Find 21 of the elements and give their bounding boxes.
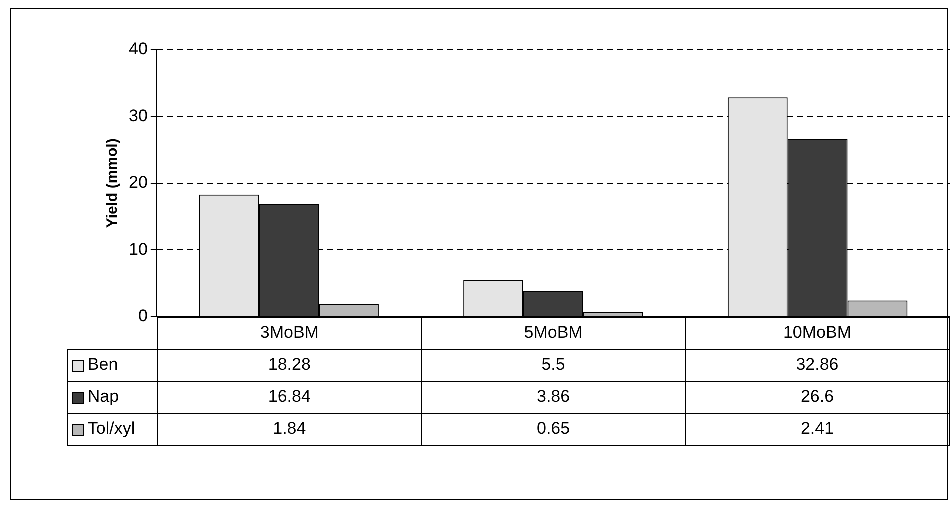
legend-label: Nap: [67, 381, 158, 414]
data-label: 18.28: [158, 349, 422, 382]
y-tick-label: 10: [128, 240, 148, 259]
data-label: 2.41: [685, 413, 950, 446]
legend-label: Ben: [67, 349, 158, 382]
data-label: 32.86: [685, 349, 950, 382]
y-tick-label: 0: [138, 306, 148, 326]
y-axis-title: Yield (mmol): [104, 138, 122, 228]
data-label: 16.84: [158, 381, 422, 414]
data-label: 0.65: [422, 413, 686, 446]
y-tick-label: 20: [128, 173, 148, 192]
y-tick-label: 40: [128, 40, 148, 59]
data-label: 26.6: [685, 381, 950, 414]
y-tick-label: 30: [128, 106, 148, 126]
data-label: 3.86: [422, 381, 686, 414]
data-label: 5.5: [422, 349, 686, 382]
data-label: 1.84: [158, 413, 422, 446]
x-tick-label: 5MoBM: [422, 317, 686, 350]
x-tick-label: 10MoBM: [685, 317, 950, 350]
legend-label: Tol/xyl: [67, 413, 158, 446]
x-tick-label: 3MoBM: [158, 317, 422, 350]
